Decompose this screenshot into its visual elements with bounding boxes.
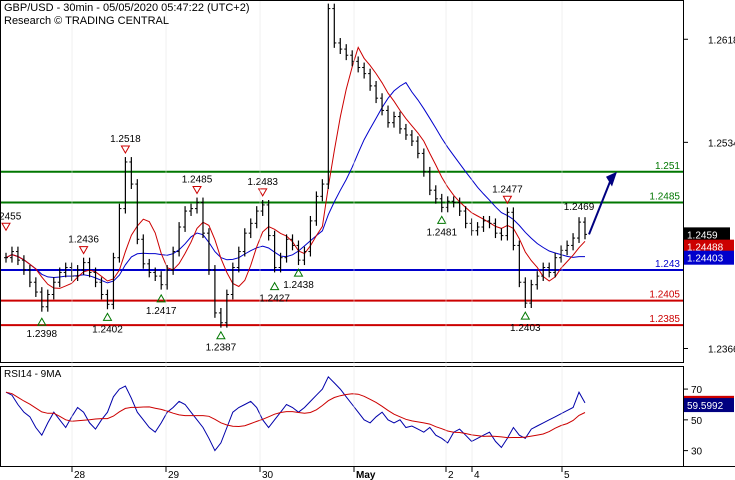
- rsi-panel-frame: [0, 366, 684, 467]
- forecast-arrow-shaft: [588, 173, 614, 235]
- price-panel-frame: [0, 0, 684, 363]
- rsi-ma-line: [5, 391, 586, 439]
- level-label: 1.2405: [649, 290, 680, 301]
- swing-high-marker: [502, 195, 513, 205]
- time-tick-label: 2: [448, 470, 454, 480]
- swing-low-marker: [102, 312, 113, 321]
- swing-high-marker: [78, 246, 89, 255]
- rsi-value-badge-bg: [684, 398, 734, 413]
- fast-ma-line: [5, 46, 586, 289]
- level-label: 1.2385: [649, 314, 680, 325]
- swing-high-label: 1.2485: [182, 174, 213, 185]
- swing-low-label: 1.2387: [206, 343, 237, 354]
- swing-high-label: 1.2436: [68, 235, 99, 246]
- time-tick-label: 5: [564, 470, 570, 480]
- time-tick-label: 29: [168, 470, 180, 480]
- swing-low-marker: [269, 281, 280, 291]
- swing-low-marker: [520, 311, 531, 320]
- swing-low-label: 1.2417: [146, 306, 177, 317]
- swing-high-marker: [257, 188, 268, 197]
- rsi-tick-label: 50: [691, 416, 703, 427]
- swing-high-marker: [192, 185, 202, 195]
- price-label: 1.2469: [564, 202, 595, 213]
- fast-ma-badge-bg: [684, 239, 734, 254]
- swing-low-marker: [293, 268, 304, 277]
- time-tick-label: 28: [74, 470, 86, 480]
- slow-ma-line: [5, 81, 585, 284]
- time-tick-label: May: [356, 470, 376, 480]
- level-label: 1.251: [655, 161, 680, 172]
- swing-low-label: 1.2438: [283, 280, 314, 291]
- swing-low-marker: [156, 293, 167, 303]
- rsi-tick-label: 70: [691, 385, 703, 396]
- swing-high-label: 1.2483: [247, 177, 278, 188]
- current-price-badge: 1.2459: [687, 230, 718, 241]
- swing-high-marker: [120, 145, 131, 154]
- swing-high-marker: [1, 222, 11, 232]
- price-tick-label: 1.2618: [708, 35, 735, 46]
- chart-title: GBP/USD - 30min - 05/05/2020 05:47:22 (U…: [4, 2, 250, 14]
- current-price-badge-bg: [684, 227, 730, 242]
- swing-low-label: 1.2427: [259, 294, 290, 305]
- price-tick-label: 1.2534: [708, 138, 735, 149]
- swing-low-label: 1.2402: [92, 324, 123, 335]
- rsi-title: RSI14 - 9MA: [4, 369, 62, 380]
- slow-ma-badge: 1.24403: [687, 254, 724, 265]
- swing-low-marker: [36, 317, 47, 326]
- fast-ma-badge: 1.24488: [687, 243, 724, 254]
- swing-high-label: 1.2455: [0, 211, 22, 222]
- swing-low-marker: [216, 330, 226, 340]
- rsi-tick-label: 30: [691, 447, 703, 458]
- swing-high-label: 1.2477: [492, 184, 523, 195]
- price-tick-label: 1.2366: [708, 345, 735, 356]
- time-tick-label: 4: [474, 470, 480, 480]
- swing-low-marker: [436, 215, 447, 224]
- level-label: 1.2485: [649, 191, 680, 202]
- rsi-value-badge: 59.5992: [687, 401, 724, 412]
- swing-high-label: 1.2518: [110, 134, 141, 145]
- time-tick-label: 30: [262, 470, 274, 480]
- chart-subtitle: Research © TRADING CENTRAL: [4, 15, 169, 27]
- level-label: 1.243: [655, 259, 680, 270]
- swing-low-label: 1.2403: [510, 323, 541, 334]
- swing-low-label: 1.2398: [27, 329, 58, 340]
- swing-low-label: 1.2481: [426, 227, 457, 238]
- forecast-arrow-head: [606, 171, 617, 187]
- slow-ma-badge-bg: [684, 250, 734, 265]
